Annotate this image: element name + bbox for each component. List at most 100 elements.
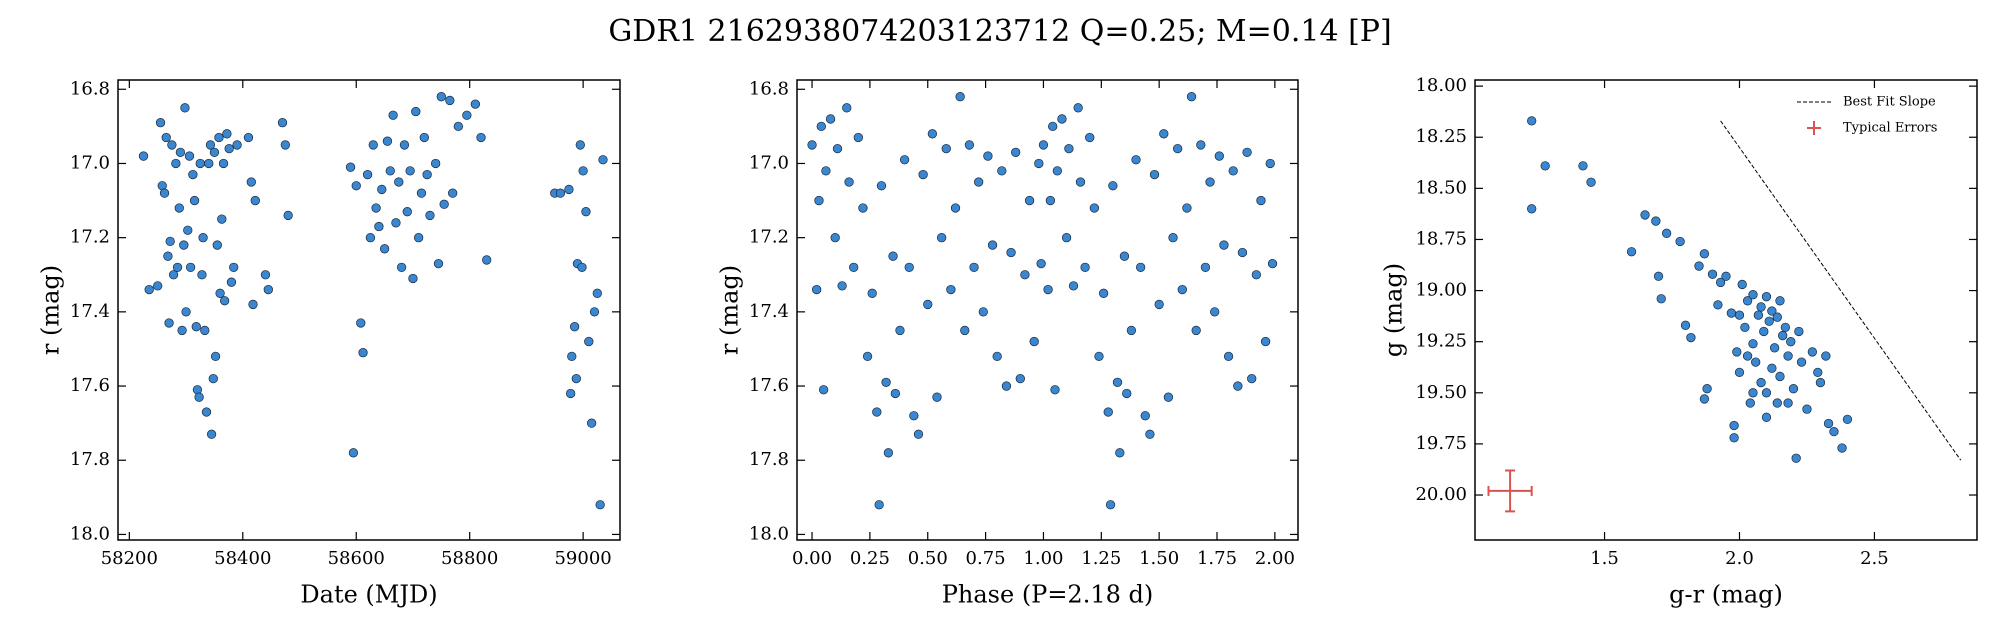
x-tick-label: 2.00 [1255,548,1295,569]
data-point [913,429,924,439]
data-point [1796,357,1807,367]
data-point [1024,195,1035,206]
data-point [1769,343,1780,353]
data-point [222,129,232,139]
data-point [1540,161,1550,171]
data-point [168,270,179,280]
data-point [425,210,435,221]
data-point [589,307,600,317]
data-point [1094,351,1104,362]
data-point [1200,262,1211,272]
data-point [177,325,187,336]
data-point [1029,336,1039,347]
data-point [578,166,588,176]
legend-label: Typical Errors [1843,121,1937,136]
y-tick-label: 17.6 [749,375,789,396]
data-point [946,284,956,295]
data-point [411,106,421,117]
data-point [1742,351,1753,361]
data-point [1767,306,1777,316]
data-point [983,151,993,161]
x-tick-label: 2.5 [1860,548,1889,569]
data-point [396,262,407,272]
data-point [1267,258,1278,269]
data-point [555,188,566,198]
legend-label: Best Fit Slope [1843,95,1936,110]
data-point [138,151,149,161]
data-point [1715,277,1726,288]
data-point [1050,385,1060,395]
data-point [1772,398,1782,408]
data-point [416,188,427,198]
data-point [571,373,581,384]
data-point [1745,398,1755,408]
data-point [1057,114,1067,124]
data-point [964,140,975,150]
data-point [391,218,401,228]
data-point [1247,373,1257,384]
data-point [844,177,854,187]
y-tick-label: 17.2 [70,227,110,248]
y-tick-label: 19.00 [1415,280,1467,301]
data-point [1802,404,1812,414]
data-point [377,184,387,195]
data-point [1748,290,1758,300]
data-point [470,99,481,109]
data-point [212,240,222,250]
x-tick-label: 0.75 [966,548,1006,569]
data-point [379,244,390,254]
data-point [1105,500,1116,510]
data-point [888,251,898,261]
data-point [1740,322,1750,333]
data-point [564,184,574,195]
data-point [1122,388,1132,399]
data-point [1729,433,1739,443]
data-point [402,207,412,217]
data-point [280,140,290,150]
x-axis-label: g-r (mag) [1669,581,1783,609]
y-tick-label: 17.6 [70,375,110,396]
data-point [1753,310,1764,320]
data-point [974,177,984,187]
data-point [1173,143,1183,154]
data-point [189,195,200,206]
data-point [368,140,378,150]
data-point [581,207,591,217]
data-point [1256,195,1266,206]
data-point [197,270,207,280]
data-point [422,169,432,180]
data-point [927,129,938,139]
data-point [1064,143,1074,154]
data-point [1786,337,1796,347]
data-point [1108,181,1118,191]
data-point [1783,351,1793,361]
data-point [1813,367,1823,378]
data-point [1034,158,1044,169]
data-point [201,407,212,417]
data-point [1821,351,1831,361]
data-point [385,166,395,176]
plot-frame [1474,79,1978,541]
y-tick-label: 18.00 [1415,75,1467,96]
data-point [1807,347,1818,357]
data-point [1233,381,1243,391]
y-axis-label: g (mag) [1380,263,1408,357]
data-point [218,158,229,169]
data-point [1783,398,1793,408]
data-point [155,118,166,128]
data-point [997,166,1007,176]
x-tick-label: 58800 [441,548,498,569]
data-point [1006,247,1016,258]
data-point [1119,251,1130,261]
data-point [1707,269,1718,279]
data-point [1036,258,1046,269]
data-point [413,233,424,243]
data-point [1680,320,1691,330]
data-point [445,95,455,106]
data-point [1186,92,1197,102]
data-point [351,181,361,191]
data-point [1651,216,1661,226]
x-tick-label: 1.75 [1197,548,1237,569]
data-point [1842,414,1853,425]
data-point [165,236,175,247]
